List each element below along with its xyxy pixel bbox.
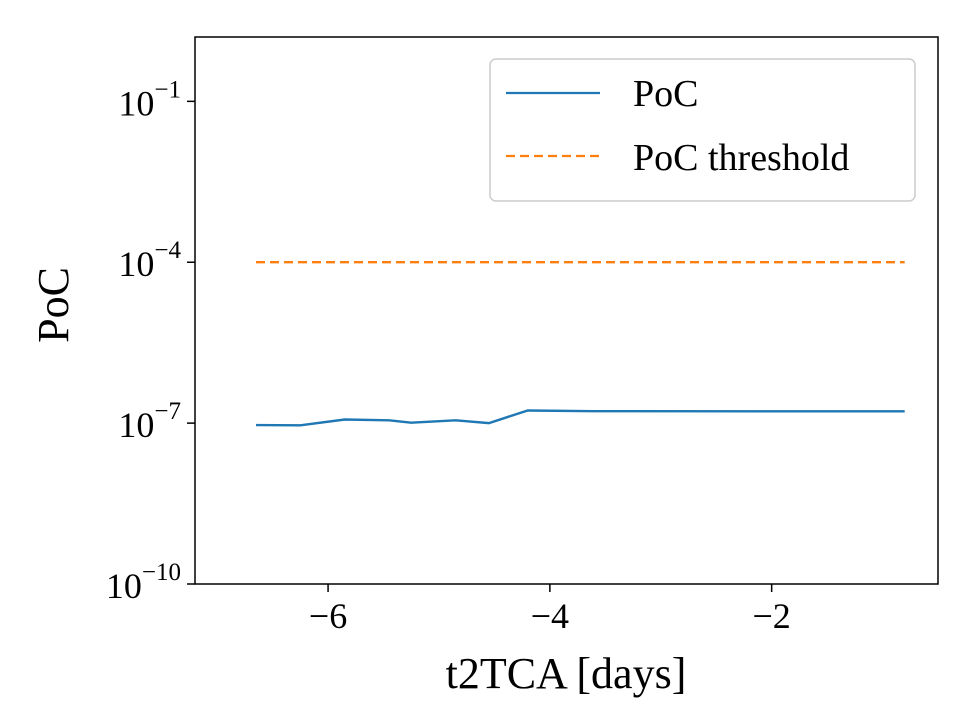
y-axis: 10−1 10−4 10−7 10−10	[106, 76, 195, 606]
x-tick-label: −2	[753, 596, 791, 636]
y-tick-label: 10−1	[118, 76, 181, 123]
y-tick-label: 10−7	[118, 398, 181, 445]
y-axis-label: PoC	[29, 267, 78, 343]
x-tick-label: −4	[531, 596, 569, 636]
legend-label-poc: PoC	[633, 73, 698, 115]
legend-box	[489, 58, 916, 202]
legend: PoC PoC threshold	[489, 58, 916, 202]
series-line-poc	[255, 409, 905, 427]
x-tick-label: −6	[309, 596, 347, 636]
legend-label-poc-threshold: PoC threshold	[633, 137, 849, 179]
y-tick-label: 10−4	[118, 237, 181, 284]
x-axis: −6 −4 −2	[309, 584, 791, 636]
x-axis-label: t2TCA [days]	[446, 649, 687, 698]
series-layer	[255, 261, 905, 427]
y-tick-label: 10−10	[106, 559, 181, 606]
